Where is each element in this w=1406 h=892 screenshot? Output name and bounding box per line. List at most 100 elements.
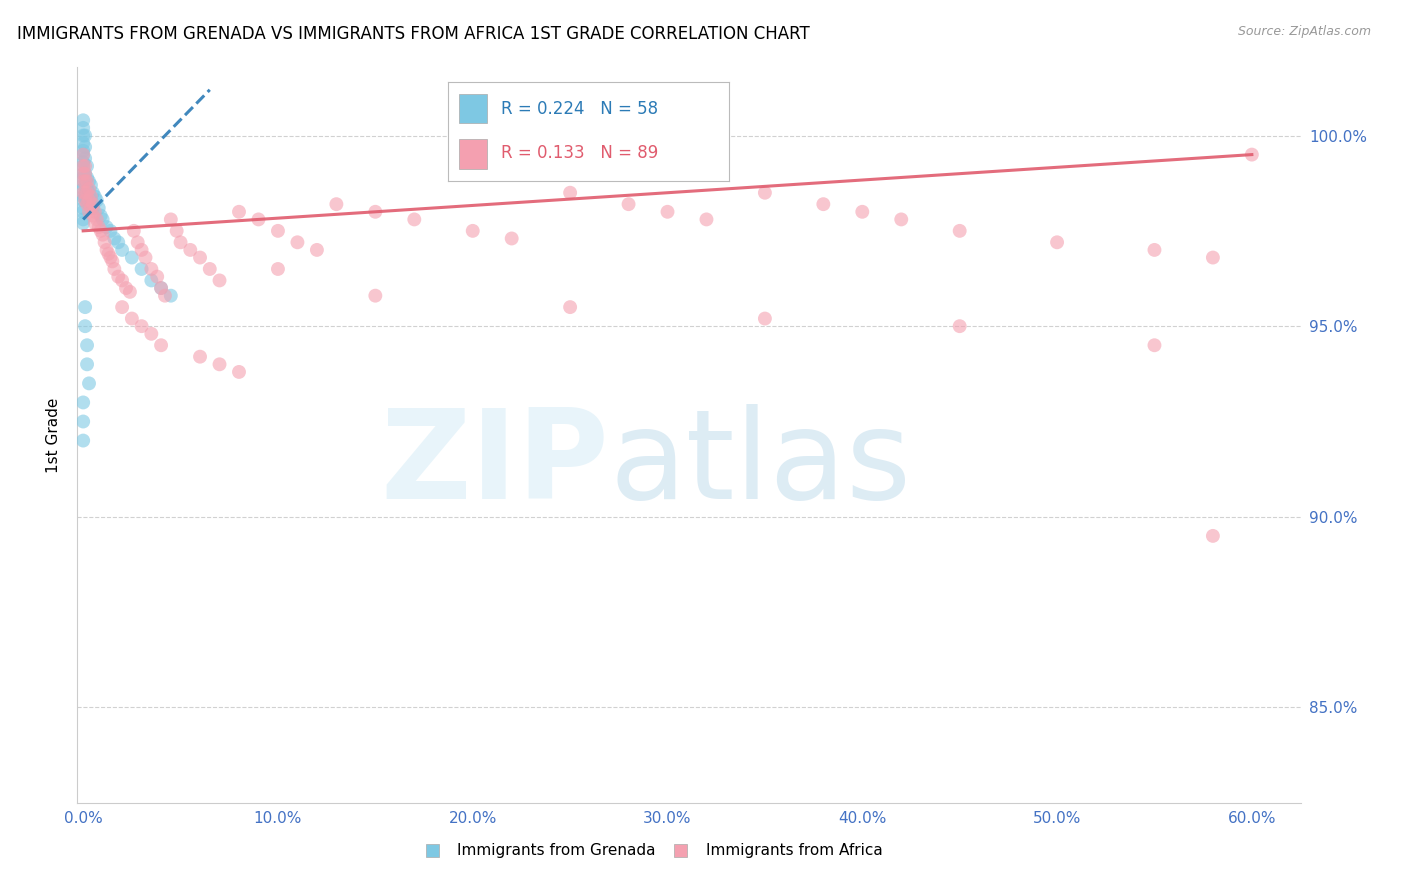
Point xyxy=(1143,338,1166,352)
Point xyxy=(77,197,100,211)
Point xyxy=(127,235,149,250)
Point xyxy=(82,209,104,223)
Point xyxy=(150,281,173,295)
Point xyxy=(657,204,679,219)
Point xyxy=(90,224,112,238)
Point xyxy=(72,186,94,200)
Point xyxy=(267,224,290,238)
Point xyxy=(96,220,118,235)
Point xyxy=(83,189,105,203)
Bar xyxy=(675,844,688,857)
Text: Source: ZipAtlas.com: Source: ZipAtlas.com xyxy=(1237,25,1371,38)
Point xyxy=(76,182,98,196)
Point xyxy=(80,201,103,215)
Point xyxy=(141,326,163,341)
Point xyxy=(72,167,94,181)
Point xyxy=(150,281,173,295)
Point xyxy=(1240,147,1263,161)
Point xyxy=(82,197,104,211)
Point xyxy=(166,224,188,238)
Point xyxy=(75,167,97,181)
Point xyxy=(75,189,97,203)
Point xyxy=(96,243,118,257)
Point xyxy=(501,231,523,245)
Point xyxy=(558,186,581,200)
Point xyxy=(103,231,125,245)
Point xyxy=(82,201,104,215)
Point xyxy=(141,273,163,287)
Point xyxy=(75,167,97,181)
Point xyxy=(325,197,347,211)
Point xyxy=(111,243,134,257)
Point xyxy=(131,319,153,334)
Point xyxy=(72,204,94,219)
Point xyxy=(188,350,211,364)
Point xyxy=(77,194,100,208)
Point xyxy=(91,227,114,242)
Point xyxy=(267,262,290,277)
Point xyxy=(287,235,309,250)
Point xyxy=(949,224,972,238)
Point xyxy=(111,273,134,287)
Point xyxy=(461,224,484,238)
Point xyxy=(146,269,169,284)
Point xyxy=(72,113,94,128)
Point xyxy=(754,186,776,200)
Point xyxy=(1046,235,1069,250)
Point xyxy=(75,159,97,173)
Point xyxy=(87,201,110,215)
Point xyxy=(72,167,94,181)
Point xyxy=(87,220,110,235)
Point xyxy=(754,311,776,326)
Point xyxy=(72,189,94,203)
Point xyxy=(617,197,640,211)
Point xyxy=(153,288,176,302)
Point xyxy=(91,212,114,227)
Point xyxy=(80,189,103,203)
Point xyxy=(75,140,97,154)
Point xyxy=(100,251,122,265)
Y-axis label: 1st Grade: 1st Grade xyxy=(46,397,62,473)
Point xyxy=(76,357,98,371)
Point xyxy=(404,212,426,227)
Point xyxy=(150,338,173,352)
Point xyxy=(121,251,143,265)
Point xyxy=(141,262,163,277)
Point xyxy=(208,273,231,287)
Point xyxy=(558,300,581,314)
Point xyxy=(122,224,145,238)
Point xyxy=(77,174,100,188)
Point xyxy=(247,212,270,227)
Point xyxy=(121,311,143,326)
Point xyxy=(72,212,94,227)
Point xyxy=(72,155,94,169)
Text: ZIP: ZIP xyxy=(381,404,609,524)
Point xyxy=(72,395,94,409)
Point xyxy=(77,204,100,219)
Point xyxy=(179,243,201,257)
Point xyxy=(72,159,94,173)
Point xyxy=(83,216,105,230)
Point xyxy=(72,201,94,215)
Point xyxy=(134,251,156,265)
Point xyxy=(228,365,250,379)
Point xyxy=(228,204,250,219)
Point xyxy=(75,186,97,200)
Point xyxy=(76,186,98,200)
Point xyxy=(111,300,134,314)
Point xyxy=(72,415,94,429)
Point xyxy=(72,170,94,185)
Point xyxy=(76,197,98,211)
Point xyxy=(159,212,181,227)
Point xyxy=(72,136,94,150)
Point xyxy=(72,147,94,161)
Point xyxy=(72,434,94,448)
Point xyxy=(76,170,98,185)
Point xyxy=(813,197,835,211)
Point xyxy=(75,194,97,208)
Point xyxy=(72,159,94,173)
Point xyxy=(159,288,181,302)
Point xyxy=(72,194,94,208)
Point xyxy=(72,216,94,230)
Point xyxy=(77,186,100,200)
